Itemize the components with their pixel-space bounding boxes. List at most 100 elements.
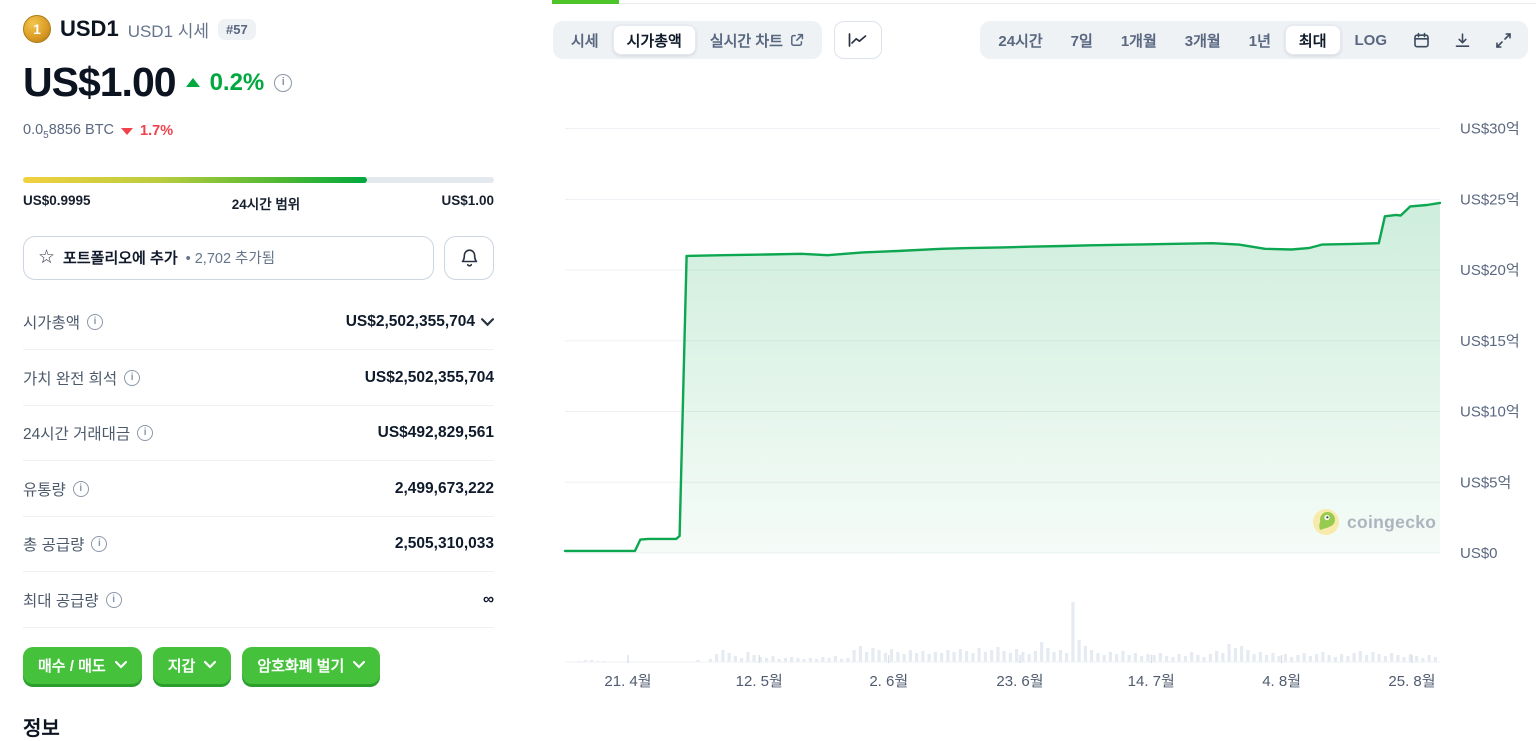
view-tab[interactable]: 시세 (557, 25, 613, 55)
volume-bar (927, 654, 931, 662)
market-cap-chart[interactable]: US$0 US$5억 US$10억 US$15억 US$20억 US$25억 US$30억 2… (553, 0, 1536, 709)
fullscreen-button[interactable] (1483, 25, 1524, 55)
volume-bar (902, 654, 906, 662)
volume-bar (865, 652, 869, 662)
stat-row: 유통량 i 2,499,673,222 (23, 461, 494, 517)
chevron-down-icon (353, 661, 366, 669)
volume-bar (1321, 652, 1325, 662)
view-tab-label: 시세 (571, 32, 599, 50)
stat-value: ∞ (482, 590, 494, 608)
bell-icon (461, 249, 477, 267)
btc-price: 0.058856 BTC (23, 122, 115, 141)
volume-bar (696, 660, 700, 662)
info-icon[interactable]: i (274, 73, 293, 92)
volume-bar (727, 653, 731, 662)
download-icon (1455, 32, 1470, 47)
download-button[interactable] (1442, 25, 1483, 55)
x-axis-label: 14. 7월 (1128, 673, 1175, 690)
volume-bar (1252, 654, 1256, 662)
volume-bar (590, 660, 594, 662)
volume-bar (1021, 652, 1025, 662)
coin-header: 1 USD1 USD1 시세 #57 (23, 14, 494, 44)
volume-bar (1108, 652, 1112, 662)
volume-bar (796, 658, 800, 662)
volume-bar (771, 656, 775, 662)
volume-bar (777, 659, 781, 662)
add-to-portfolio-button[interactable]: ☆ 포트폴리오에 추가 • 2,702 추가됨 (23, 235, 434, 280)
watermark-text: coingecko (1347, 512, 1436, 532)
info-section-heading: 정보 (23, 717, 60, 740)
coin-subtitle: USD1 시세 (127, 21, 210, 41)
info-icon[interactable]: i (124, 369, 141, 386)
volume-bar (1177, 654, 1181, 662)
chart-view-tabs: 시세 시가총액 실시간 차트 (553, 21, 822, 59)
info-icon[interactable]: i (137, 425, 154, 442)
cta-button[interactable]: 암호화폐 벌기 (242, 646, 381, 684)
volume-bar (790, 657, 794, 662)
chart-line (563, 201, 1442, 553)
x-axis-label: 21. 4월 (604, 673, 651, 690)
y-axis-label: US$25억 (1460, 191, 1520, 208)
calendar-icon (1414, 32, 1429, 48)
volume-bar (1290, 657, 1294, 662)
volume-bar (815, 659, 819, 662)
volume-bar (1196, 655, 1200, 662)
volume-bar (996, 647, 1000, 662)
volume-bar (1390, 653, 1394, 662)
portfolio-add-label: 포트폴리오에 추가 (63, 250, 178, 268)
line-chart-icon (849, 33, 867, 47)
info-icon[interactable]: i (87, 314, 104, 331)
range-tab[interactable]: 1년 (1248, 32, 1271, 50)
volume-bar (752, 655, 756, 662)
chevron-down-icon[interactable] (481, 317, 494, 327)
volume-bar (1233, 648, 1237, 662)
view-tab[interactable]: 시가총액 (612, 25, 696, 55)
info-icon[interactable]: i (105, 591, 122, 608)
stat-label: 총 공급량 (23, 537, 85, 555)
volume-bar (952, 652, 956, 662)
range-tab[interactable]: LOG (1354, 31, 1388, 49)
volume-bar (827, 658, 831, 662)
volume-bar (958, 649, 962, 662)
stat-label: 시가총액 (23, 315, 81, 333)
volume-bar (1377, 654, 1381, 662)
volume-bar (1183, 656, 1187, 662)
chart-range-tabs: 24시간 7일 1개월 3개월 1년 최대 LOG (980, 21, 1528, 59)
calendar-button[interactable] (1401, 25, 1442, 55)
volume-bar (1408, 654, 1412, 662)
info-icon[interactable]: i (91, 536, 108, 553)
view-tab[interactable]: 실시간 차트 (696, 25, 818, 55)
volume-bar (971, 653, 975, 662)
volume-bar (1427, 655, 1431, 662)
info-icon[interactable]: i (72, 480, 89, 497)
range-tab[interactable]: 최대 (1284, 25, 1341, 55)
volume-bar (1358, 651, 1362, 662)
range-tab[interactable]: 24시간 (998, 32, 1043, 50)
price-alert-button[interactable] (444, 235, 494, 280)
volume-bar (883, 653, 887, 662)
volume-bar (802, 659, 806, 662)
volume-bar (1365, 655, 1369, 662)
cta-button[interactable]: 지갑 (152, 646, 232, 684)
volume-bar (1352, 653, 1356, 662)
chart-type-button[interactable] (833, 21, 882, 59)
volume-bar (721, 650, 725, 662)
volume-bar (1227, 644, 1231, 662)
range-tab[interactable]: 7일 (1070, 32, 1093, 50)
volume-bar (708, 659, 712, 662)
down-triangle-icon (121, 127, 134, 135)
volume-bar (890, 649, 894, 662)
range-tab[interactable]: 3개월 (1184, 32, 1221, 50)
active-tab-underline (552, 0, 619, 4)
y-axis-label: US$30억 (1460, 121, 1520, 138)
cta-button[interactable]: 매수 / 매도 (23, 646, 142, 684)
volume-bar (933, 652, 937, 662)
volume-bar (1027, 654, 1031, 662)
stat-value: 2,505,310,033 (394, 535, 494, 553)
volume-bar (852, 650, 856, 662)
view-tab-label: 실시간 차트 (709, 32, 783, 50)
volume-bar (1165, 656, 1169, 662)
range-high: US$1.00 (441, 192, 494, 208)
volume-bar (1115, 654, 1119, 662)
range-tab[interactable]: 1개월 (1120, 32, 1157, 50)
